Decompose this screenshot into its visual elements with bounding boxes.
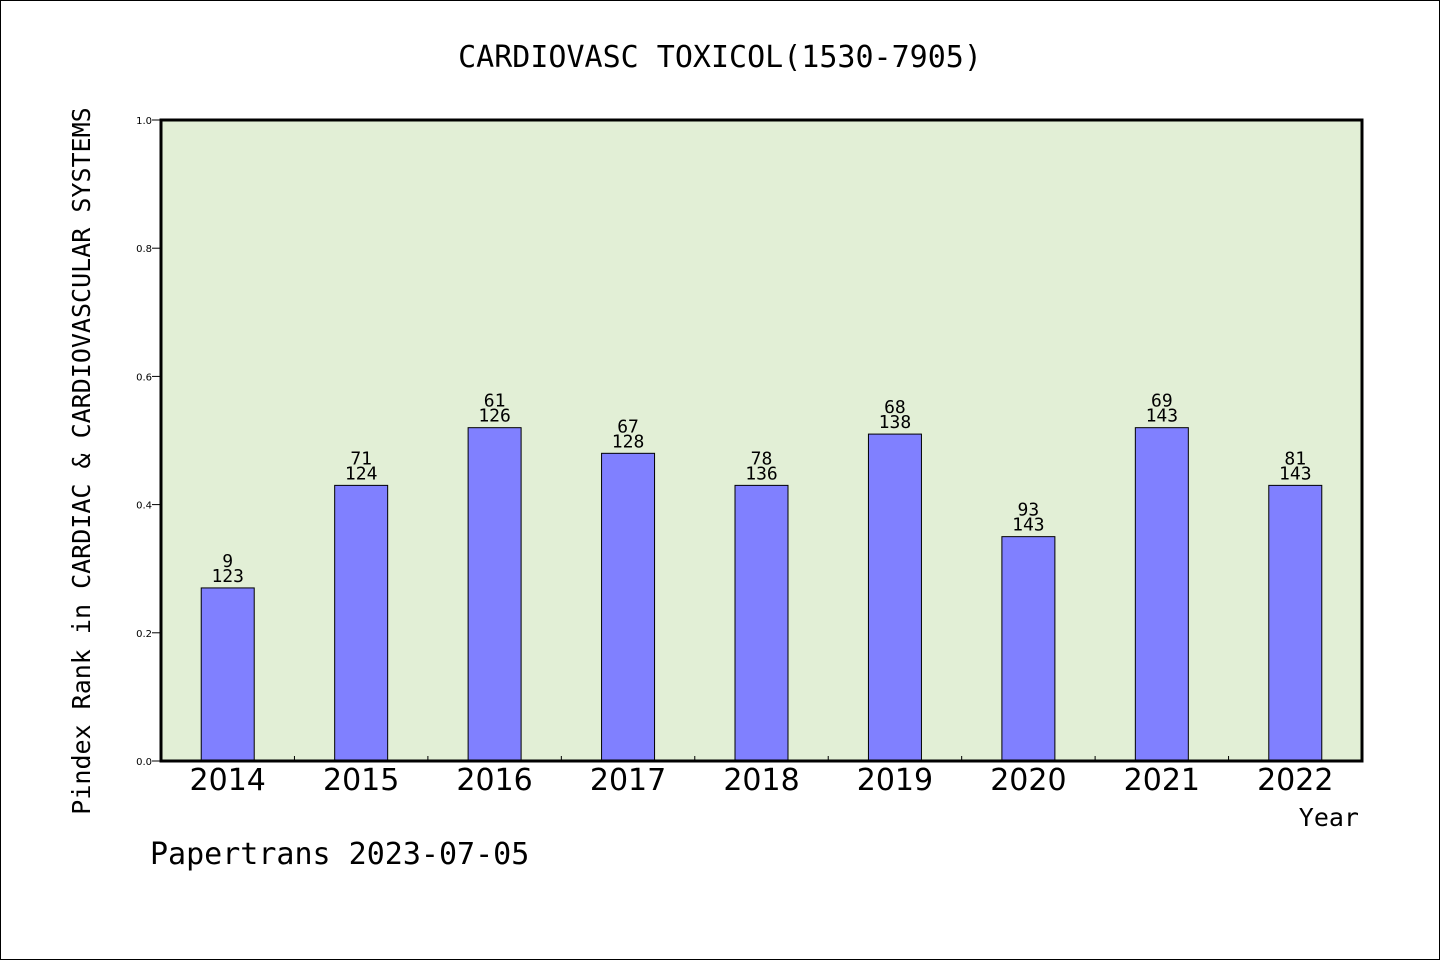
- chart-title: CARDIOVASC TOXICOL(1530-7905): [458, 40, 982, 75]
- x-axis-ticks: 2014 2015 2016 2017 2018 2019 2020 2021 2022: [190, 756, 1333, 798]
- rank-label: 69: [1151, 391, 1173, 412]
- x-tick-label: 2014: [190, 763, 266, 798]
- x-tick-label: 2016: [456, 763, 532, 798]
- y-tick-label: 0.4: [136, 501, 152, 512]
- bars: [200, 427, 1323, 762]
- x-tick-label: 2021: [1124, 763, 1200, 798]
- bar-2017: [601, 452, 656, 762]
- total-label: 126: [478, 406, 511, 427]
- rank-label: 71: [350, 448, 372, 469]
- bar-2016: [467, 427, 522, 762]
- total-label: 138: [879, 412, 912, 433]
- data-labels: 9123711246112667128781366813893143691438…: [211, 391, 1311, 587]
- bar-2019: [867, 433, 922, 762]
- total-label: 143: [1279, 463, 1312, 484]
- rank-label: 81: [1284, 448, 1306, 469]
- total-label: 143: [1012, 515, 1045, 536]
- total-label: 123: [211, 566, 244, 587]
- x-tick-label: 2017: [590, 763, 666, 798]
- rank-label: 61: [484, 391, 506, 412]
- rank-label: 9: [222, 551, 233, 572]
- bar-2015: [334, 484, 389, 762]
- total-label: 143: [1146, 406, 1179, 427]
- y-tick-label: 0.2: [136, 629, 152, 640]
- bar-2018: [734, 484, 789, 762]
- x-tick-label: 2022: [1257, 763, 1333, 798]
- y-tick-label: 0.6: [136, 372, 152, 383]
- bar-2020: [1001, 536, 1056, 762]
- y-tick-label: 0.8: [136, 244, 152, 255]
- x-axis-label: Year: [1299, 803, 1359, 832]
- x-tick-label: 2018: [723, 763, 799, 798]
- total-label: 124: [345, 463, 378, 484]
- rank-label: 67: [617, 416, 639, 437]
- y-tick-label: 1.0: [136, 116, 152, 127]
- rank-label: 93: [1018, 500, 1040, 521]
- y-axis-ticks: 0.0 0.2 0.4 0.6 0.8 1.0: [136, 116, 161, 768]
- plot-border: [159, 118, 1364, 763]
- y-tick-label: 0.0: [136, 757, 152, 768]
- bar-2021: [1134, 427, 1189, 762]
- footer-credit: Papertrans 2023-07-05: [150, 837, 529, 872]
- bar-2014: [200, 587, 255, 762]
- bar-2022: [1268, 484, 1323, 762]
- y-axis-label: Pindex Rank in CARDIAC & CARDIOVASCULAR …: [67, 107, 96, 814]
- x-tick-label: 2015: [323, 763, 399, 798]
- x-tick-label: 2020: [990, 763, 1066, 798]
- x-tick-label: 2019: [857, 763, 933, 798]
- total-label: 128: [612, 431, 645, 452]
- total-label: 136: [745, 463, 778, 484]
- rank-label: 68: [884, 397, 906, 418]
- rank-label: 78: [751, 448, 773, 469]
